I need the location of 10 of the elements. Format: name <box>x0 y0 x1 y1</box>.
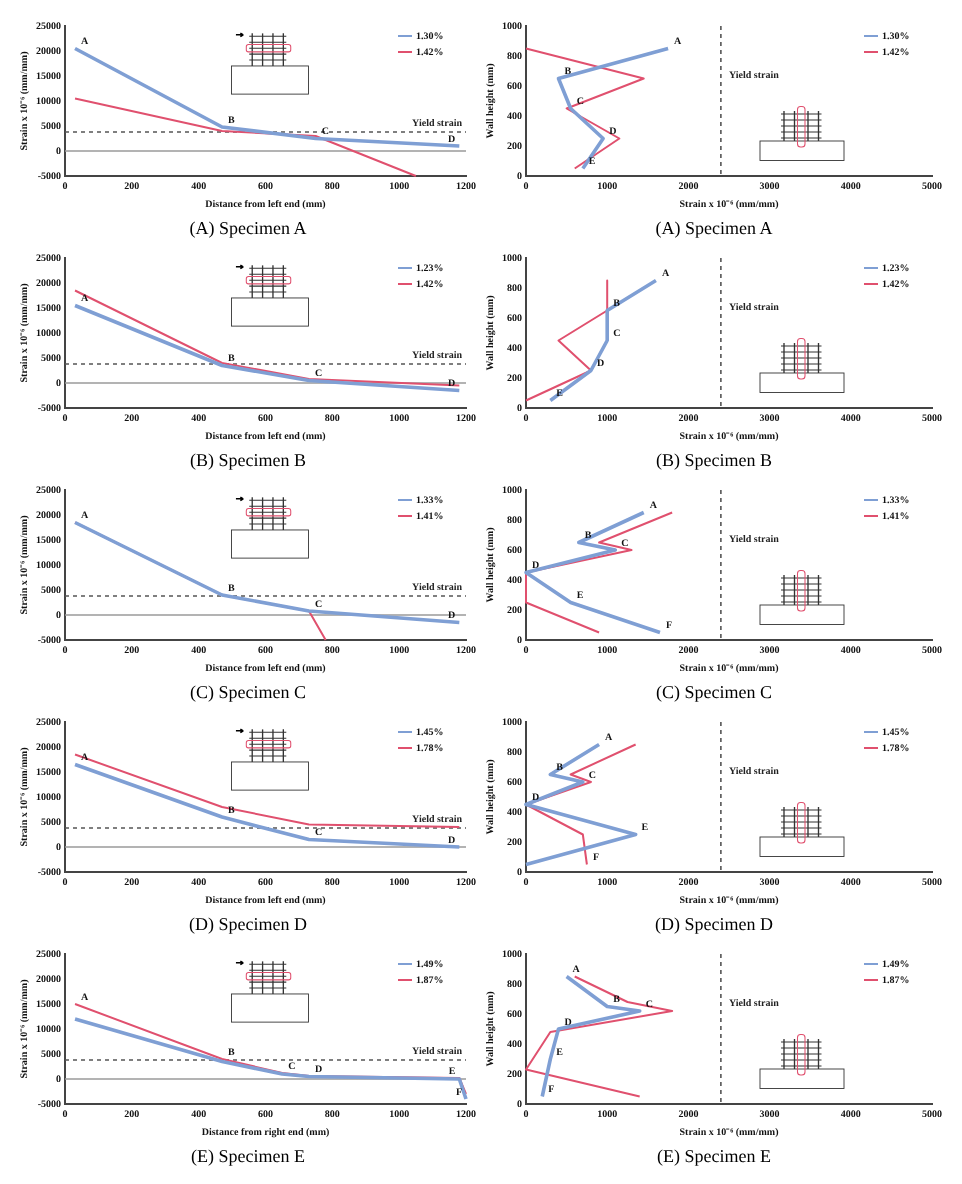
text: (B) Specimen B <box>188 450 308 470</box>
text: (D) Specimen D <box>653 914 775 934</box>
text: (B) Specimen B <box>654 450 774 470</box>
text: (E) Specimen E <box>189 1146 307 1166</box>
text: (C) Specimen C <box>188 682 308 702</box>
text: (C) Specimen C <box>654 682 774 702</box>
text: (D) Specimen D <box>187 914 309 934</box>
text: (A) Specimen A <box>653 218 775 238</box>
text: (E) Specimen E <box>655 1146 773 1166</box>
text: (A) Specimen A <box>187 218 309 238</box>
